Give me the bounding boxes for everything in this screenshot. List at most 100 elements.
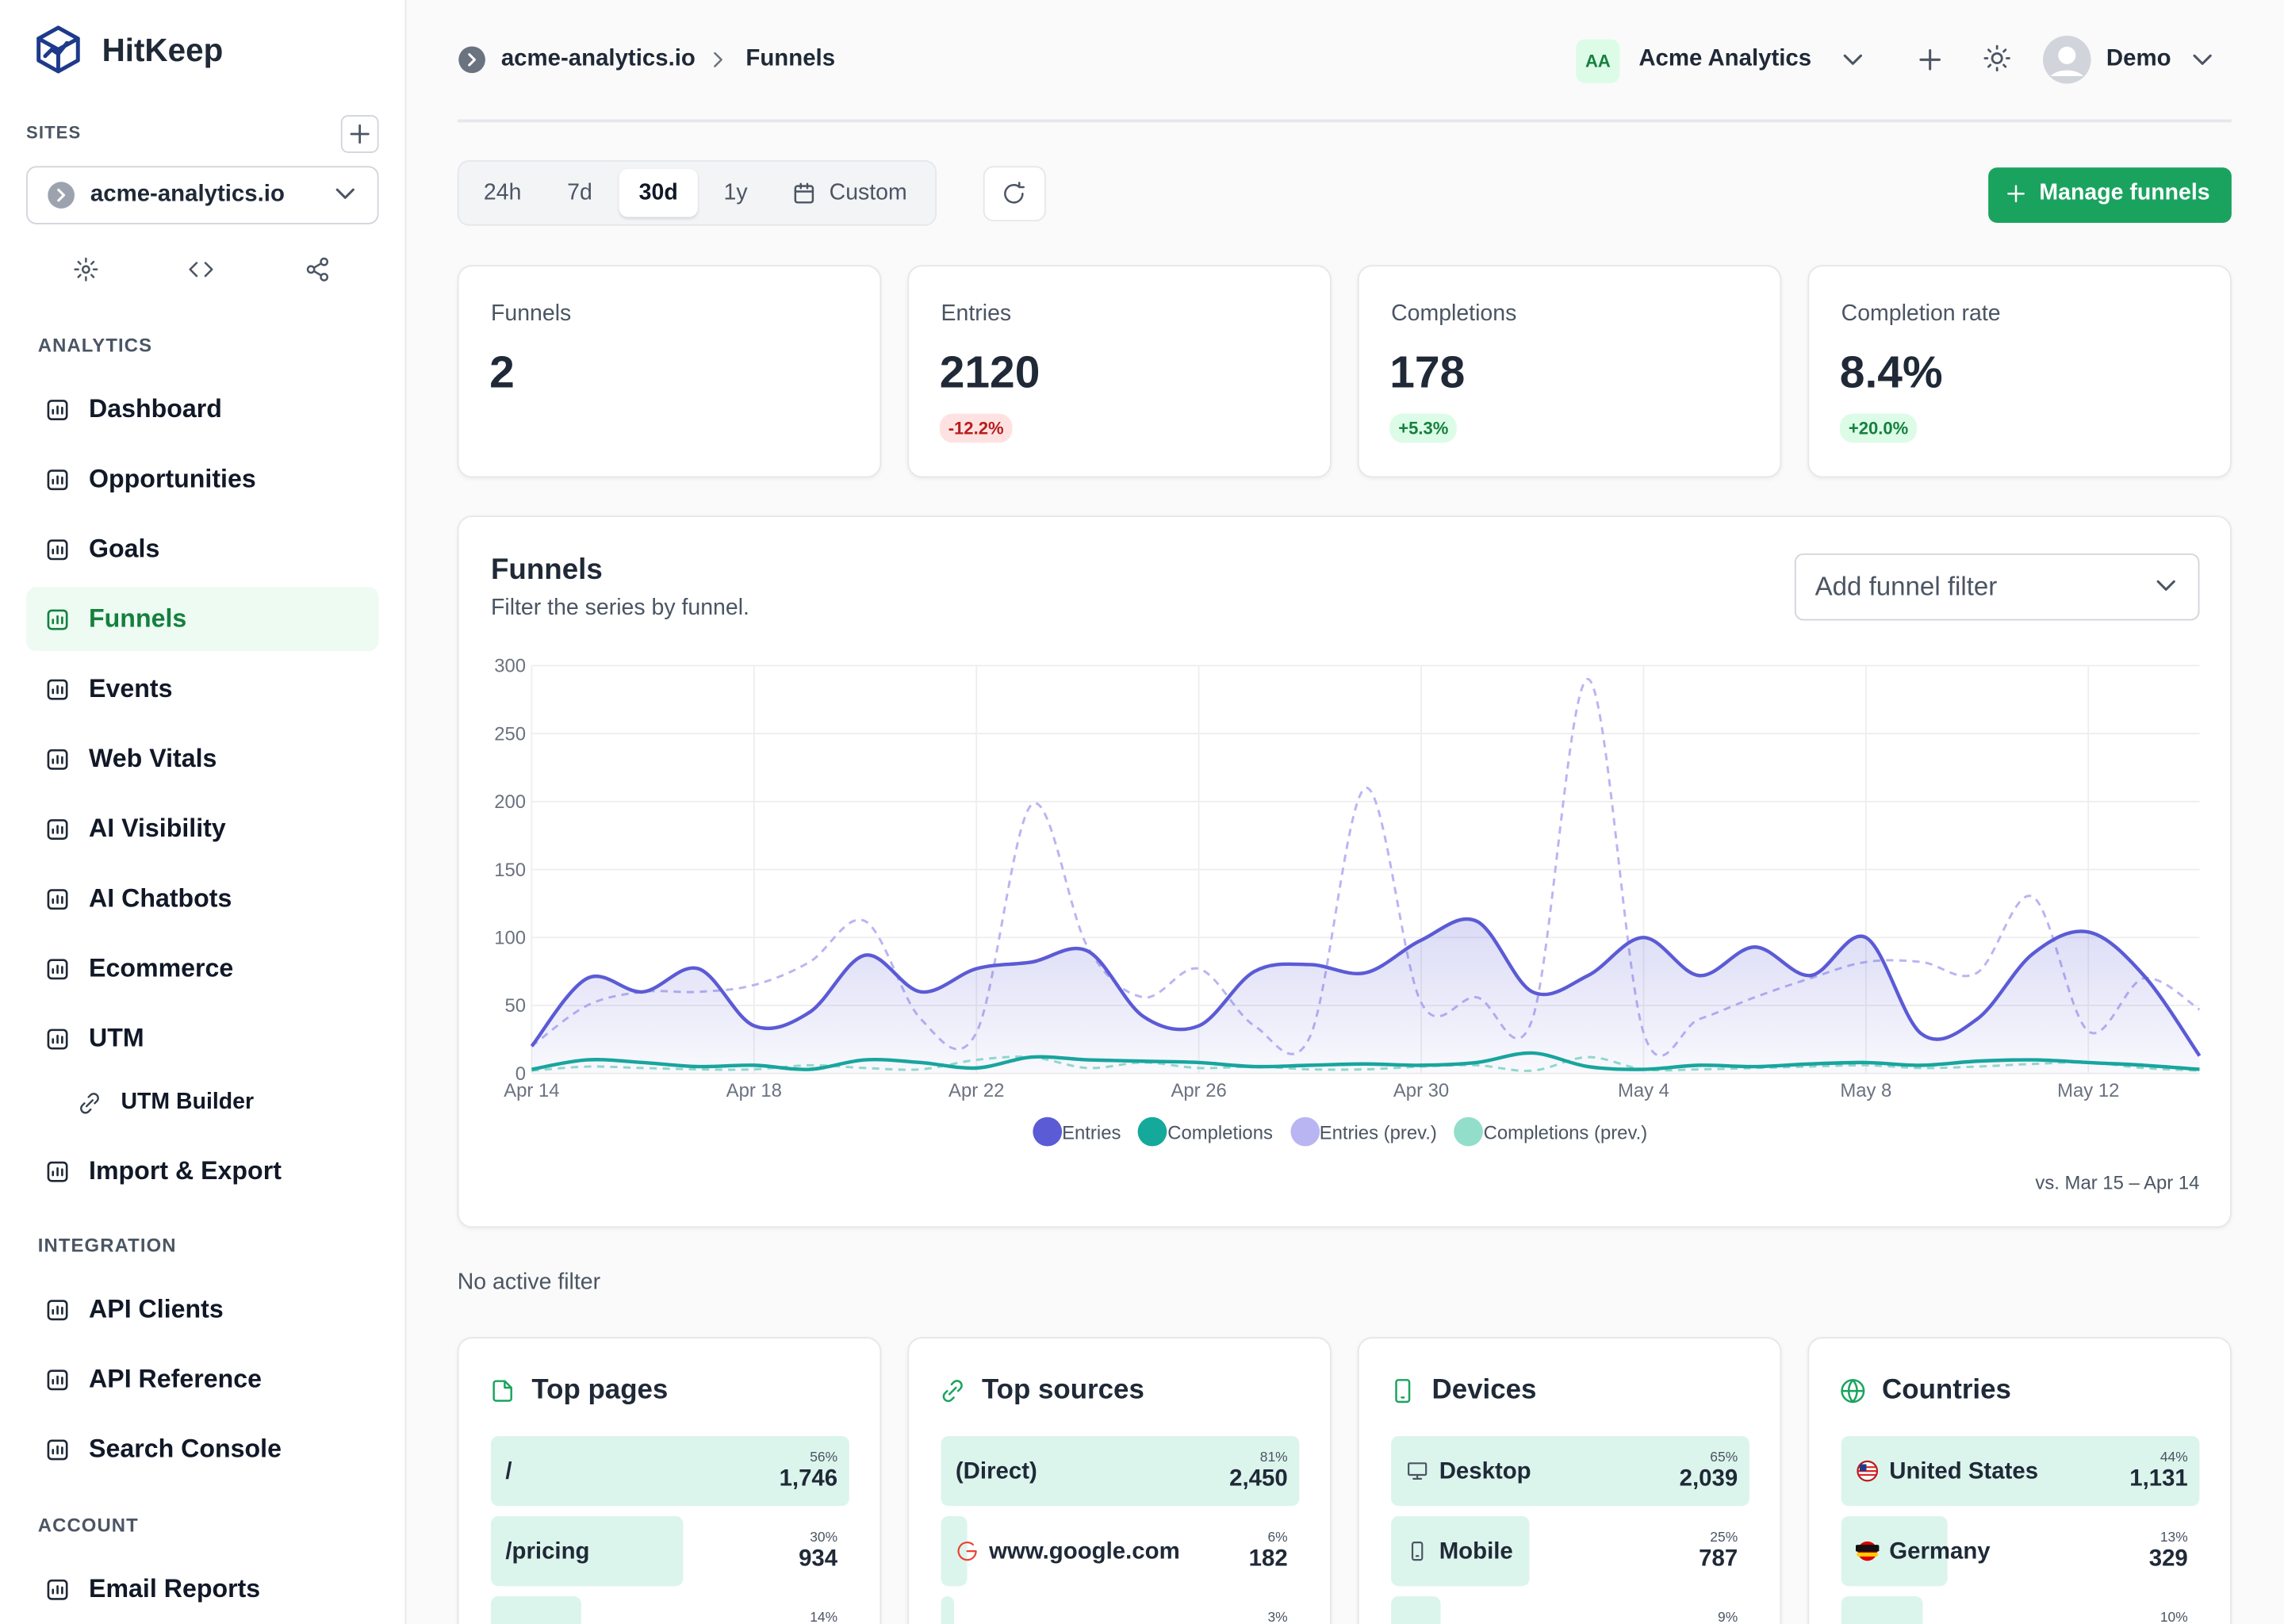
share-bar[interactable] — [490, 1596, 581, 1624]
nav-icon — [46, 748, 67, 769]
nav-item[interactable]: Search Console — [89, 1434, 282, 1464]
plus-icon — [2007, 185, 2025, 203]
x-tick-label: Apr 22 — [948, 1080, 1004, 1101]
panel-title: Top pages — [531, 1374, 669, 1406]
panel-icon-part — [948, 1386, 957, 1396]
share-bar[interactable] — [1841, 1436, 2200, 1507]
link-icon — [79, 1092, 98, 1113]
breadcrumb: Funnels — [745, 46, 836, 72]
x-tick-label: Apr 18 — [726, 1080, 782, 1101]
nav-item[interactable]: API Clients — [89, 1293, 224, 1323]
nav-item[interactable]: API Reference — [89, 1364, 263, 1393]
row-icon-part — [1411, 1542, 1424, 1561]
row-count: 1,746 — [779, 1466, 838, 1492]
share-bar[interactable] — [490, 1436, 849, 1507]
share-bar[interactable] — [1391, 1436, 1749, 1507]
nav-item[interactable]: UTM — [89, 1023, 144, 1053]
avatar-part — [2050, 70, 2083, 76]
range-option[interactable]: 7d — [567, 180, 592, 205]
nav-icon — [46, 1028, 67, 1049]
y-tick-label: 0 — [515, 1063, 526, 1085]
share-bar[interactable] — [941, 1596, 955, 1624]
site-icon — [458, 46, 485, 74]
org-initials: AA — [1585, 51, 1611, 72]
nav-icon — [46, 1438, 67, 1460]
share-bar[interactable] — [1841, 1596, 1923, 1624]
panel-title: Top sources — [981, 1374, 1144, 1406]
nav-item[interactable]: Funnels — [89, 603, 187, 634]
site-select[interactable] — [26, 166, 379, 224]
share-bar[interactable] — [941, 1436, 1300, 1507]
nav-item[interactable]: Opportunities — [89, 464, 256, 493]
range-option[interactable]: 30d — [638, 180, 678, 205]
nav-icon-part — [51, 1444, 63, 1454]
series-line — [530, 917, 2202, 1057]
row-icon — [1408, 1462, 1428, 1480]
nav-icon-part — [46, 469, 67, 490]
breadcrumb[interactable]: acme-analytics.io — [500, 46, 696, 72]
stat-change: -12.2% — [939, 413, 1013, 443]
settings-icon-part — [81, 265, 90, 274]
divider — [457, 119, 2232, 122]
nav-icon-part — [46, 608, 67, 630]
nav-item[interactable]: Ecommerce — [89, 953, 234, 982]
nav-icon — [46, 1160, 67, 1182]
row-icon-part — [1408, 1462, 1428, 1477]
row-icon — [957, 1542, 977, 1561]
theme-icon-part — [1991, 52, 2003, 64]
stat-value: 2 — [489, 347, 515, 398]
series-line — [531, 678, 2201, 1057]
nav-item[interactable]: Goals — [89, 534, 160, 563]
share-bar[interactable] — [1391, 1516, 1529, 1587]
range-option[interactable]: 24h — [483, 180, 522, 205]
nav-item[interactable]: Import & Export — [89, 1155, 282, 1185]
nav-item[interactable]: Email Reports — [89, 1573, 261, 1603]
panel-icon — [492, 1380, 512, 1402]
share-bar[interactable] — [490, 1516, 684, 1587]
nav-icon-part — [46, 399, 67, 420]
row-icon — [1856, 1541, 1880, 1561]
nav-item[interactable]: Web Vitals — [89, 743, 217, 773]
legend-label[interactable]: Completions — [1167, 1120, 1273, 1143]
manage-funnels-button[interactable] — [1988, 167, 2232, 224]
org-name[interactable]: Acme Analytics — [1638, 46, 1812, 72]
refresh-button[interactable] — [983, 166, 1046, 222]
nav-item[interactable]: AI Visibility — [89, 813, 226, 843]
nav-item[interactable]: Dashboard — [89, 393, 222, 423]
nav-icon — [46, 888, 67, 910]
chevron-icon — [2193, 54, 2212, 65]
funnel-filter[interactable] — [1794, 553, 2200, 621]
share-bar[interactable] — [1391, 1596, 1441, 1624]
nav-icon-part — [46, 1028, 67, 1049]
legend-label[interactable]: Entries (prev.) — [1319, 1120, 1437, 1143]
user-name[interactable]: Demo — [2106, 46, 2171, 72]
row-icon — [1411, 1542, 1424, 1561]
link-icon-part — [79, 1092, 98, 1113]
x-tick-label: Apr 26 — [1171, 1080, 1226, 1101]
share-icon-part — [312, 262, 323, 277]
refresh-icon — [1004, 182, 1025, 204]
site-icon-part — [458, 46, 485, 74]
x-tick-label: Apr 14 — [504, 1080, 559, 1101]
range-option[interactable]: 1y — [723, 180, 748, 205]
share-label: 30% — [810, 1530, 838, 1546]
nav-item[interactable]: AI Chatbots — [89, 883, 232, 913]
range-option[interactable]: Custom — [829, 180, 907, 205]
row-label: / — [505, 1459, 512, 1484]
y-tick-label: 300 — [494, 656, 526, 677]
nav-icon-part — [46, 748, 67, 769]
share-bar[interactable] — [941, 1516, 968, 1587]
chart-card — [457, 515, 2232, 1228]
nav-icon-part — [51, 1374, 63, 1385]
legend-label[interactable]: Completions (prev.) — [1483, 1120, 1648, 1143]
nav-icon-part — [51, 684, 63, 694]
nav-subitem[interactable]: UTM Builder — [121, 1089, 255, 1115]
legend-swatch — [1454, 1116, 1484, 1147]
nav-item[interactable]: Events — [89, 673, 173, 703]
legend-label[interactable]: Entries — [1062, 1120, 1121, 1143]
panel-icon-part — [1841, 1379, 1865, 1404]
nav-icon-part — [51, 1584, 63, 1594]
org-badge — [1576, 39, 1620, 83]
